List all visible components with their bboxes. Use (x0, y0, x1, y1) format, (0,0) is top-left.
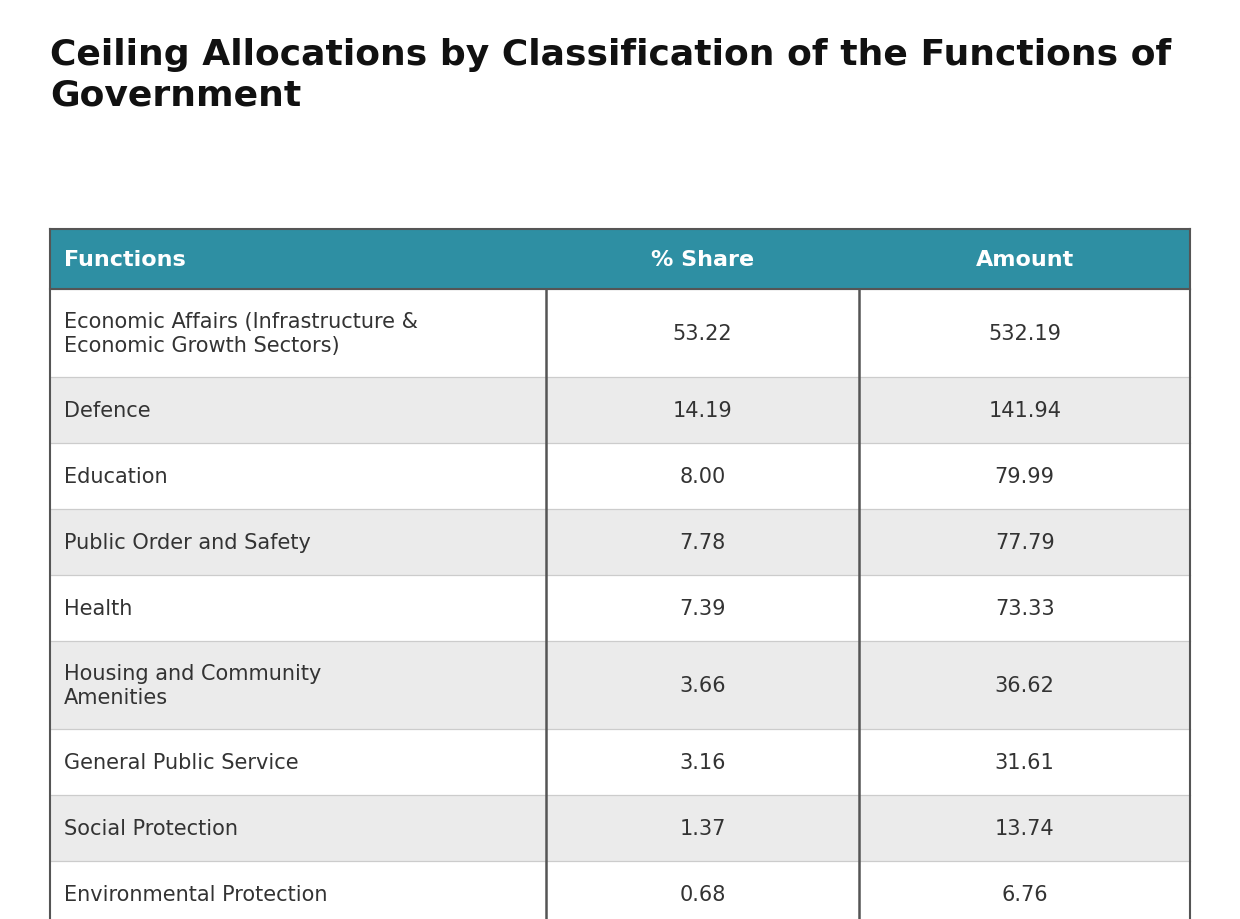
Text: 73.33: 73.33 (994, 598, 1054, 618)
Text: Economic Affairs (Infrastructure &
Economic Growth Sectors): Economic Affairs (Infrastructure & Econo… (64, 312, 418, 356)
Bar (50, 641, 1190, 729)
Text: 13.74: 13.74 (994, 818, 1054, 838)
Bar (50, 795, 1190, 861)
Text: Public Order and Safety: Public Order and Safety (64, 532, 311, 552)
Text: 36.62: 36.62 (994, 675, 1055, 696)
Text: 3.66: 3.66 (680, 675, 725, 696)
Text: Functions: Functions (64, 250, 186, 269)
Text: 6.76: 6.76 (1002, 884, 1048, 904)
Text: 14.19: 14.19 (673, 401, 733, 421)
Bar (50, 575, 1190, 641)
Bar (50, 444, 1190, 509)
Bar (50, 729, 1190, 795)
Text: General Public Service: General Public Service (64, 752, 299, 772)
Text: Defence: Defence (64, 401, 150, 421)
Text: 7.78: 7.78 (680, 532, 725, 552)
Text: 53.22: 53.22 (673, 323, 733, 344)
Bar (50, 378, 1190, 444)
Text: 31.61: 31.61 (994, 752, 1054, 772)
Bar (50, 861, 1190, 919)
Text: Social Protection: Social Protection (64, 818, 238, 838)
Text: 532.19: 532.19 (988, 323, 1061, 344)
Bar (50, 509, 1190, 575)
Text: 0.68: 0.68 (680, 884, 725, 904)
Text: Health: Health (64, 598, 133, 618)
Text: Education: Education (64, 467, 167, 486)
Text: 79.99: 79.99 (994, 467, 1055, 486)
Text: 3.16: 3.16 (680, 752, 725, 772)
Text: Ceiling Allocations by Classification of the Functions of
Government: Ceiling Allocations by Classification of… (50, 38, 1172, 113)
Text: Amount: Amount (976, 250, 1074, 269)
Text: 77.79: 77.79 (994, 532, 1054, 552)
Text: 7.39: 7.39 (680, 598, 725, 618)
Text: 141.94: 141.94 (988, 401, 1061, 421)
Text: Environmental Protection: Environmental Protection (64, 884, 327, 904)
Text: Housing and Community
Amenities: Housing and Community Amenities (64, 663, 321, 708)
Text: 1.37: 1.37 (680, 818, 725, 838)
Text: 8.00: 8.00 (680, 467, 725, 486)
Bar (50, 230, 1190, 289)
Text: % Share: % Share (651, 250, 754, 269)
Bar (50, 289, 1190, 378)
